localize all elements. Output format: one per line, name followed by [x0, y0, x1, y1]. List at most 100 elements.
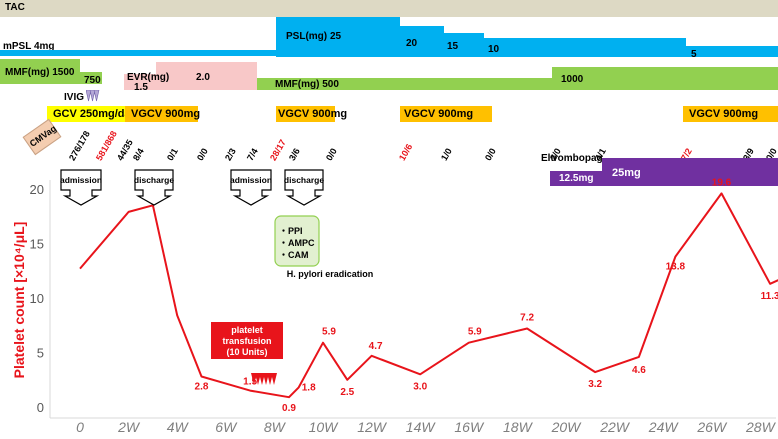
x-tick-label: 16W	[454, 419, 485, 435]
psl-label: PSL(mg)	[286, 31, 328, 42]
vgcv-bar-4	[683, 106, 778, 122]
admission-callout-2: admission	[230, 169, 272, 206]
mmf-dose-1000: 1000	[561, 74, 584, 85]
ivig-marker	[93, 90, 100, 102]
mmf-bar-1500	[0, 59, 80, 84]
mmf-bar-1000	[552, 67, 778, 90]
transfusion-markers	[251, 373, 277, 385]
platelet-series-line	[79, 192, 778, 399]
data-label: 1.8	[302, 382, 316, 393]
data-label: 1.5	[243, 377, 257, 388]
vgcv-label-4: VGCV 900mg	[689, 108, 759, 120]
data-label: 3.0	[413, 381, 427, 392]
x-tick-label: 22W	[599, 419, 631, 435]
evr-dose-2.0: 2.0	[196, 72, 210, 83]
tac-bar	[0, 0, 778, 17]
pylori-ampc: ・AMPC	[279, 238, 315, 248]
transfusion-marker	[271, 373, 277, 385]
ivig-marker	[86, 90, 92, 102]
data-label: 4.6	[632, 365, 646, 376]
discharge-text-1: discharge	[134, 175, 174, 185]
y-tick-label: 10	[30, 291, 44, 306]
pylori-cam: ・CAM	[279, 250, 309, 260]
y-tick-label: 15	[30, 237, 44, 252]
vgcv-label-2: VGCV 900mg	[278, 108, 348, 120]
admission-text-1: admission	[60, 175, 102, 185]
transfusion-box	[211, 322, 283, 359]
x-tick-label: 24W	[648, 419, 680, 435]
x-tick-label: 2W	[117, 419, 141, 435]
psl-bar-10	[484, 38, 686, 57]
psl-bar-15	[444, 33, 484, 57]
x-tick-label: 20W	[551, 419, 583, 435]
data-label: 0.9	[282, 403, 296, 414]
eltrombopag-label: Eltrombopag	[541, 153, 603, 164]
discharge-callout-1: discharge	[134, 169, 174, 206]
transfusion-marker	[251, 373, 257, 385]
ivig-label: IVIG	[64, 92, 85, 103]
x-tick-label: 12W	[357, 419, 388, 435]
data-label: 19.6	[712, 177, 732, 188]
psl-bar-5	[686, 46, 778, 57]
eltrombopag-dose-12.5: 12.5mg	[559, 173, 594, 184]
transfusion-line-2: transfusion	[222, 336, 271, 346]
pylori-ppi: ・PPI	[279, 226, 303, 236]
x-tick-label: 14W	[406, 419, 437, 435]
mmf-bar-750	[80, 72, 102, 84]
psl-bar-25	[276, 17, 400, 57]
discharge-callout-2: discharge	[284, 169, 324, 206]
psl-dose-10: 10	[488, 44, 500, 55]
data-label: 11.3	[761, 291, 778, 302]
mpsl-bar	[0, 50, 276, 56]
tac-label: TAC	[5, 2, 25, 13]
data-label: 4.7	[369, 341, 383, 352]
discharge-text-2: discharge	[284, 175, 324, 185]
gcv-bar	[47, 106, 125, 122]
data-label: 2.5	[340, 387, 354, 398]
psl-dose-5: 5	[691, 49, 697, 60]
mpsl-label: mPSL 4mg	[3, 41, 55, 52]
evr-dose-1.5: 1.5	[134, 82, 148, 93]
psl-dose-20: 20	[406, 38, 418, 49]
x-tick-label: 10W	[309, 419, 340, 435]
x-tick-label: 28W	[745, 419, 777, 435]
mmf-label: MMF(mg) 1500	[5, 67, 75, 78]
x-tick-label: 0	[76, 419, 84, 435]
transfusion-marker	[263, 373, 269, 385]
x-tick-label: 4W	[167, 419, 190, 435]
transfusion-marker	[255, 373, 261, 385]
y-tick-label: 20	[30, 182, 44, 197]
ivig-markers	[86, 90, 100, 102]
eltrombopag-bar-25	[602, 158, 778, 186]
y-tick-label: 0	[37, 400, 44, 415]
vgcv-bar-1	[125, 106, 198, 122]
data-label: 2.8	[195, 381, 209, 392]
transfusion-line-3: (10 Units)	[226, 347, 267, 357]
pylori-label: H. pylori eradication	[287, 269, 374, 279]
pylori-box	[274, 215, 320, 267]
vgcv-label-3: VGCV 900mg	[404, 108, 474, 120]
data-label: 13.8	[666, 262, 686, 273]
eltrombopag-dose-25: 25mg	[612, 167, 641, 179]
psl-dose-25: 25	[330, 31, 342, 42]
eltrombopag-bar-12.5	[550, 171, 602, 186]
mmf-bar-500	[257, 78, 552, 90]
x-tick-label: 18W	[503, 419, 534, 435]
admission-text-2: admission	[230, 175, 272, 185]
vgcv-label-1: VGCV 900mg	[131, 108, 201, 120]
ivig-marker	[89, 90, 96, 102]
x-tick-label: 26W	[696, 419, 728, 435]
evr-bar-1.5	[124, 74, 156, 90]
data-label: 7.2	[520, 313, 534, 324]
x-tick-label: 8W	[264, 419, 287, 435]
vgcv-bar-3	[400, 106, 492, 122]
transfusion-marker	[267, 373, 273, 385]
y-axis-label: Platelet count [×10⁴/μL]	[11, 222, 27, 379]
evr-bar-2.0	[156, 62, 257, 90]
vgcv-bar-2	[276, 106, 335, 122]
transfusion-line-1: platelet	[231, 325, 263, 335]
evr-label: EVR(mg)	[127, 72, 170, 83]
admission-callout-1: admission	[60, 169, 102, 206]
